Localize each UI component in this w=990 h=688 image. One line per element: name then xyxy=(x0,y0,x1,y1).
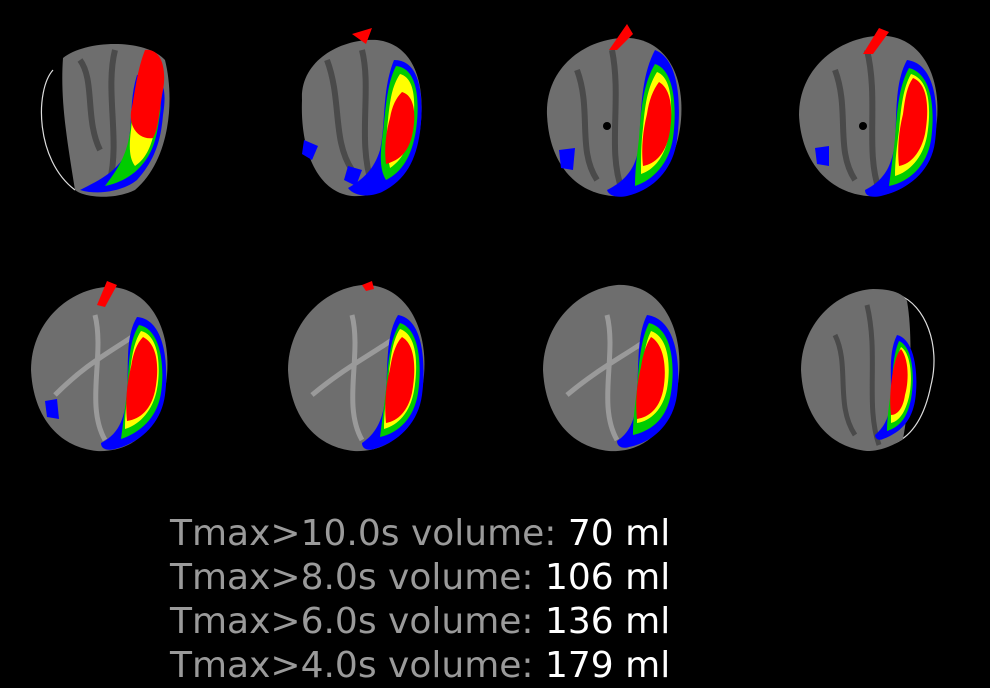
tmax-volume-results: Tmax>10.0s volume: 70 ml Tmax>8.0s volum… xyxy=(170,512,790,688)
result-row-tmax-8: Tmax>8.0s volume: 106 ml xyxy=(170,556,790,600)
result-label: Tmax>8.0s volume: xyxy=(170,557,545,598)
brain-slice-1 xyxy=(25,20,175,200)
brain-slice-6 xyxy=(282,275,432,455)
result-label: Tmax>4.0s volume: xyxy=(170,645,545,686)
brain-slice-5 xyxy=(25,275,175,455)
result-value: 70 ml xyxy=(567,513,671,554)
result-row-tmax-4: Tmax>4.0s volume: 179 ml xyxy=(170,644,790,688)
brain-slice-8 xyxy=(795,275,945,455)
result-label: Tmax>6.0s volume: xyxy=(170,601,545,642)
result-value: 136 ml xyxy=(544,601,671,642)
result-row-tmax-6: Tmax>6.0s volume: 136 ml xyxy=(170,600,790,644)
result-label: Tmax>10.0s volume: xyxy=(170,513,568,554)
perfusion-slice-grid xyxy=(25,20,945,455)
brain-slice-7 xyxy=(537,275,687,455)
brain-slice-3 xyxy=(537,20,687,200)
brain-slice-4 xyxy=(795,20,945,200)
result-value: 106 ml xyxy=(544,557,671,598)
brain-slice-2 xyxy=(282,20,432,200)
result-value: 179 ml xyxy=(544,645,671,686)
result-row-tmax-10: Tmax>10.0s volume: 70 ml xyxy=(170,512,790,556)
